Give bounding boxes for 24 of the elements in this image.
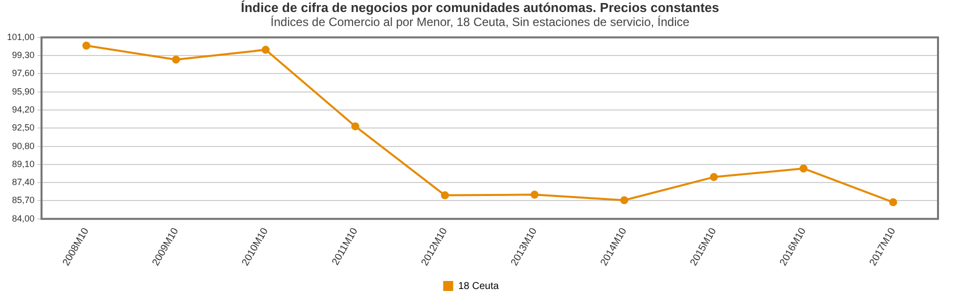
- point: [82, 42, 90, 50]
- y-tick-label: 92,50: [12, 122, 35, 133]
- y-tick-label: 90,80: [12, 140, 35, 151]
- y-tick-label: 87,40: [12, 177, 35, 188]
- y-tick-label: 99,30: [12, 50, 35, 60]
- y-tick-label: 85,70: [12, 195, 35, 206]
- point: [710, 173, 718, 182]
- y-tick-label: 89,10: [12, 158, 35, 169]
- legend-label: 18 Ceuta: [458, 280, 500, 292]
- point: [262, 46, 270, 54]
- y-tick-label: 94,20: [12, 104, 35, 114]
- chart-title: Índice de cifra de negocios por comunidades autónomas. Precios constantes: [240, 0, 720, 15]
- y-tick-label: 84,00: [12, 213, 35, 224]
- point: [889, 198, 898, 206]
- y-tick-label: 97,60: [12, 68, 35, 78]
- y-tick-label: 95,90: [12, 86, 35, 96]
- point: [620, 196, 628, 204]
- y-tick-label: 101,00: [6, 32, 35, 42]
- point: [530, 190, 539, 199]
- chart-subtitle: Índices de Comercio al por Menor, 18 Ceuta, Sin estaciones de servicio, Índice: [270, 15, 690, 29]
- point: [172, 56, 180, 64]
- point: [440, 191, 449, 200]
- point: [800, 164, 808, 172]
- point: [351, 122, 360, 130]
